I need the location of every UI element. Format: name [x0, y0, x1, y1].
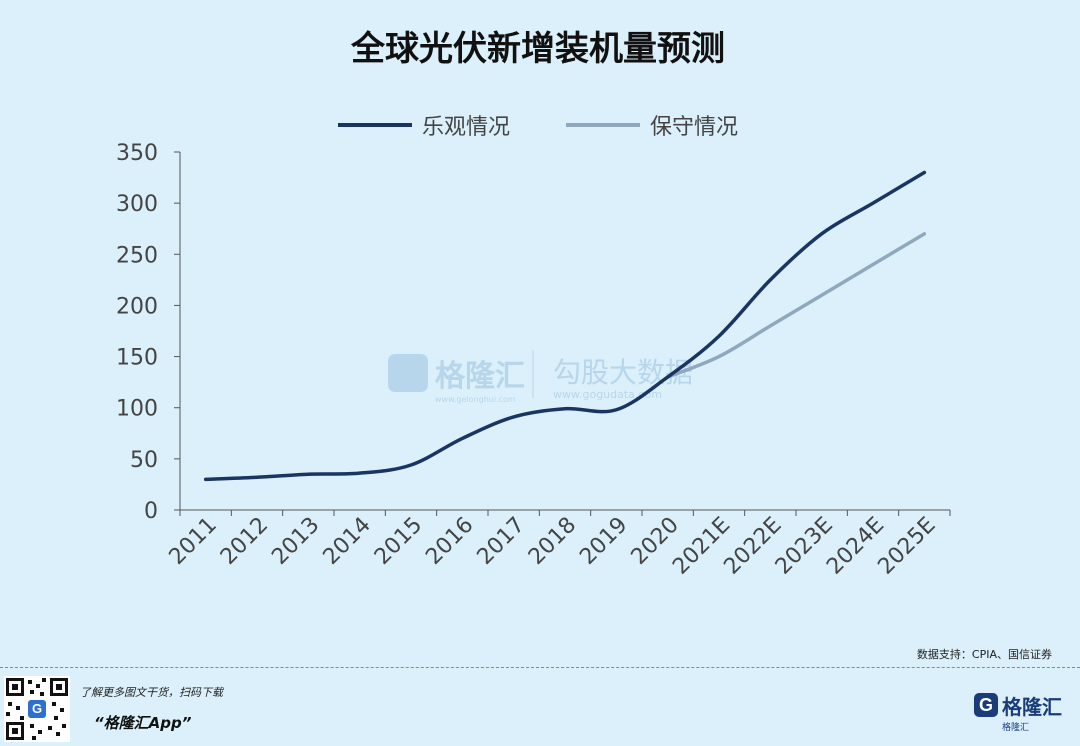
legend-label-conservative: 保守情况 [650, 115, 738, 140]
y-tick-label: 300 [116, 192, 158, 217]
brand-sub: 格隆汇 [1002, 723, 1030, 733]
watermark-brand-url: www.gelonghui.com [435, 395, 516, 404]
watermark-logo-icon [388, 354, 428, 392]
footer: G 了解更多图文干货，扫码下载 “格隆汇App” G 格隆汇 格隆汇 [0, 668, 1080, 746]
y-tick-label: 150 [116, 346, 158, 371]
brand-logo[interactable]: G 格隆汇 [974, 690, 1062, 720]
y-tick-label: 250 [116, 243, 158, 268]
x-tick-label: 2011 [165, 513, 222, 570]
line-chart: 全球光伏新增装机量预测 乐观情况 保守情况 格隆汇 www.gelonghui.… [116, 29, 1052, 661]
legend: 乐观情况 保守情况 [338, 115, 738, 140]
brand-name: 格隆汇 [1002, 694, 1062, 719]
qr-app-icon: G [28, 700, 46, 718]
x-tick-label: 2015 [370, 513, 427, 570]
x-tick-label: 2024E [822, 513, 889, 580]
data-source: 数据支持：CPIA、国信证券 [917, 647, 1052, 661]
footer-divider [0, 667, 1080, 668]
y-tick-label: 350 [116, 141, 158, 166]
legend-label-optimistic: 乐观情况 [422, 115, 510, 140]
watermark-brand: 格隆汇 [435, 359, 525, 394]
series-line-0 [203, 170, 927, 482]
x-tick-label: 2019 [575, 513, 632, 570]
footer-app-name[interactable]: “格隆汇App” [94, 714, 192, 732]
chart-title: 全球光伏新增装机量预测 [350, 29, 725, 69]
qr-code[interactable]: G [4, 676, 70, 742]
x-tick-label: 2025E [873, 513, 940, 580]
x-tick-label: 2014 [319, 513, 376, 570]
x-tick-label: 2013 [267, 513, 324, 570]
y-tick-label: 100 [116, 397, 158, 422]
x-tick-label: 2018 [524, 513, 581, 570]
y-tick-label: 200 [116, 294, 158, 319]
x-tick-label: 2021E [668, 513, 735, 580]
series [203, 170, 927, 482]
x-tick-label: 2017 [473, 513, 530, 570]
x-tick-label: 2023E [771, 513, 838, 580]
watermark: 格隆汇 www.gelonghui.com 勾股大数据 www.gogudata… [388, 350, 693, 404]
x-tick-label: 2016 [421, 513, 478, 570]
y-tick-label: 50 [130, 448, 158, 473]
footer-tagline: 了解更多图文干货，扫码下载 [80, 686, 223, 699]
qr-pattern-icon [6, 678, 68, 740]
watermark-partner-url: www.gogudata.com [553, 388, 662, 401]
y-tick-label: 0 [144, 499, 158, 524]
watermark-partner: 勾股大数据 [553, 356, 693, 389]
series-line-1 [665, 232, 927, 379]
x-tick-label: 2012 [216, 513, 273, 570]
x-tick-label: 2022E [719, 513, 786, 580]
brand-logo-icon: G [974, 693, 998, 717]
